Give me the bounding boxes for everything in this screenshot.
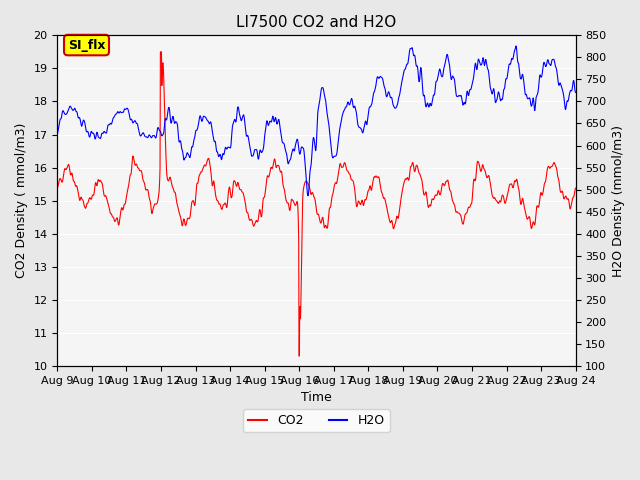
Text: SI_flx: SI_flx — [68, 38, 105, 51]
Legend: CO2, H2O: CO2, H2O — [243, 409, 390, 432]
Y-axis label: H2O Density (mmol/m3): H2O Density (mmol/m3) — [612, 125, 625, 276]
Title: LI7500 CO2 and H2O: LI7500 CO2 and H2O — [236, 15, 397, 30]
X-axis label: Time: Time — [301, 391, 332, 404]
Y-axis label: CO2 Density ( mmol/m3): CO2 Density ( mmol/m3) — [15, 123, 28, 278]
